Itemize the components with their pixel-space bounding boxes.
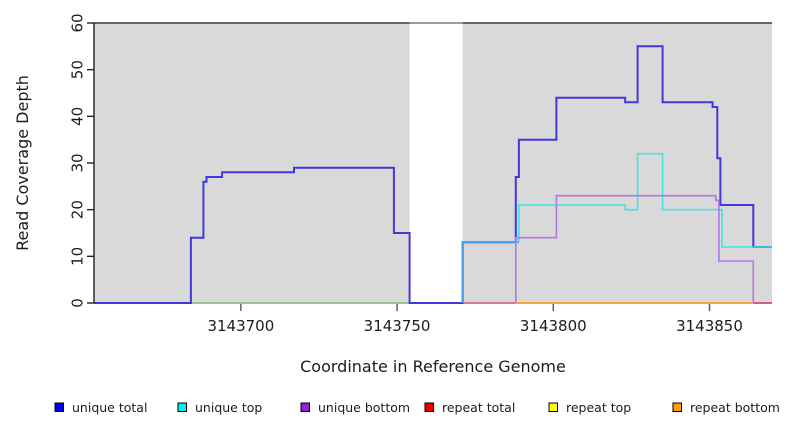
series-lines <box>94 45 772 304</box>
y-tick-label: 40 <box>69 107 87 126</box>
legend-swatch-repeat-bottom <box>672 402 682 412</box>
x-tick-label: 3143800 <box>520 317 587 335</box>
legend-swatch-unique-total <box>54 402 64 412</box>
legend-label-unique-bottom: unique bottom <box>318 400 410 415</box>
legend-item-unique-total: unique total <box>54 400 147 415</box>
y-tick-label: 0 <box>69 298 87 308</box>
x-axis-title: Coordinate in Reference Genome <box>300 357 566 376</box>
legend-label-repeat-total: repeat total <box>442 400 515 415</box>
legend-label-unique-total: unique total <box>72 400 147 415</box>
legend-item-unique-bottom: unique bottom <box>300 400 410 415</box>
legend-swatch-unique-top <box>177 402 187 412</box>
axes: 0 10 20 30 40 50 60 3143700 3143750 3143800 314385… <box>69 13 743 335</box>
series-line-unique-top-overlap <box>461 241 519 303</box>
legend-swatch-repeat-top <box>548 402 558 412</box>
legend-swatch-repeat-total <box>424 402 434 412</box>
series-line-unique-total <box>94 45 772 304</box>
y-axis-title: Read Coverage Depth <box>13 75 32 251</box>
legend-swatch-unique-bottom <box>300 402 310 412</box>
y-tick-label: 60 <box>69 13 87 32</box>
y-tick-label: 50 <box>69 60 87 79</box>
x-tick-label: 3143750 <box>364 317 431 335</box>
legend-label-unique-top: unique top <box>195 400 262 415</box>
legend-label-repeat-top: repeat top <box>566 400 631 415</box>
y-tick-label: 10 <box>69 247 87 266</box>
x-tick-label: 3143700 <box>207 317 274 335</box>
legend-item-repeat-bottom: repeat bottom <box>672 400 780 415</box>
series-line-unique-bottom <box>514 194 755 303</box>
y-tick-label: 30 <box>69 153 87 172</box>
legend-item-repeat-top: repeat top <box>548 400 631 415</box>
legend-item-repeat-total: repeat total <box>424 400 515 415</box>
coverage-panel-1 <box>94 23 410 303</box>
plot-panels <box>94 22 772 303</box>
y-tick-label: 20 <box>69 200 87 219</box>
legend-item-unique-top: unique top <box>177 400 262 415</box>
legend-label-repeat-bottom: repeat bottom <box>690 400 780 415</box>
chart-legend: unique total unique top unique bottom repea… <box>54 400 780 415</box>
series-line-unique-top <box>518 152 772 248</box>
x-tick-label: 3143850 <box>676 317 743 335</box>
